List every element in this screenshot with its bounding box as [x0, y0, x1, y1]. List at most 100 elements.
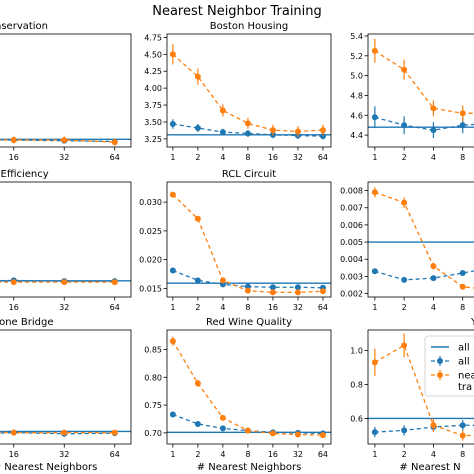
data-point-nearest — [244, 427, 251, 434]
axes-frame — [0, 33, 132, 148]
y-tick-label: 3.75 — [144, 101, 162, 110]
plot-area — [368, 187, 474, 290]
data-point-all — [269, 284, 276, 291]
data-point-nearest — [319, 127, 326, 134]
y-tick-label: 3.50 — [144, 118, 162, 127]
panel-title: RCL Circuit — [222, 169, 276, 180]
x-tick-label: 8 — [460, 153, 465, 162]
data-point-all — [319, 133, 326, 140]
x-tick-label: 32 — [59, 303, 69, 312]
x-tick-label: 4 — [431, 303, 436, 312]
x-tick-label: 16 — [268, 450, 278, 459]
data-point-nearest — [169, 51, 176, 58]
y-tick-label: 1.0 — [350, 346, 363, 355]
data-point-nearest — [319, 432, 326, 439]
data-point-nearest — [244, 120, 251, 127]
data-point-all — [169, 411, 176, 418]
series-line-all — [0, 139, 115, 143]
legend-label: all — [458, 343, 470, 354]
x-tick-label: 64 — [318, 303, 328, 312]
panel-title: Yacht Hydrod — [470, 317, 474, 328]
data-point-nearest — [194, 73, 201, 80]
data-point-nearest — [61, 137, 68, 144]
y-tick-label: 3.25 — [144, 135, 162, 144]
y-tick-label: 5.2 — [350, 52, 363, 61]
axes-frame — [166, 33, 332, 148]
y-tick-label: 0.008 — [340, 187, 363, 196]
data-point-nearest — [459, 283, 466, 290]
series-line-all — [374, 270, 474, 281]
y-tick-label: 0.007 — [340, 204, 363, 213]
plot-area — [368, 38, 474, 139]
plot-area — [167, 336, 331, 439]
axes-frame — [166, 181, 332, 298]
panel-title: Boston Housing — [210, 21, 288, 32]
data-point-nearest — [269, 289, 276, 296]
x-axis-label: # Nearest N — [399, 462, 460, 473]
data-point-nearest — [10, 137, 17, 144]
data-point-all — [244, 130, 251, 137]
data-point-nearest — [430, 422, 437, 429]
data-point-nearest — [244, 287, 251, 294]
series-line-nearest — [0, 139, 115, 143]
data-point-all — [194, 125, 201, 132]
data-point-nearest — [269, 127, 276, 134]
y-tick-label: 5.0 — [350, 72, 363, 81]
x-tick-label: 8 — [460, 303, 465, 312]
series-line-nearest — [374, 50, 474, 114]
x-tick-label: 32 — [293, 153, 303, 162]
legend-label: tra — [458, 382, 472, 393]
y-tick-label: 4.6 — [350, 111, 363, 120]
series-line-nearest — [172, 194, 323, 294]
panel-title: Bio Conservation — [0, 21, 48, 32]
x-axis-label: # Nearest Neighbors — [0, 462, 97, 473]
x-axis-label: # Nearest Neighbors — [197, 462, 302, 473]
data-point-nearest — [459, 432, 466, 439]
legend-label: all — [458, 357, 470, 368]
data-point-nearest — [319, 288, 326, 295]
x-tick-label: 1 — [372, 153, 377, 162]
x-tick-label: 32 — [293, 450, 303, 459]
data-point-nearest — [294, 431, 301, 438]
data-point-all — [401, 276, 408, 283]
data-point-nearest — [61, 279, 68, 286]
y-tick-label: 0.002 — [340, 290, 363, 299]
x-tick-label: 4 — [431, 450, 436, 459]
data-point-all — [401, 122, 408, 129]
data-point-nearest — [194, 380, 201, 387]
data-point-all — [194, 277, 201, 284]
data-point-nearest — [219, 414, 226, 421]
data-point-nearest — [10, 429, 17, 436]
y-tick-label: 4.50 — [144, 50, 162, 59]
data-point-all — [194, 420, 201, 427]
y-tick-label: 0.70 — [144, 429, 162, 438]
x-tick-label: 1 — [372, 450, 377, 459]
plot-area — [0, 136, 131, 146]
panel-title: Wheatstone Bridge — [0, 317, 53, 328]
y-tick-label: 4.75 — [144, 33, 162, 42]
x-tick-label: 16 — [268, 153, 278, 162]
data-point-all — [430, 275, 437, 282]
chart-panel-0: Bio Conservation48163264 — [0, 21, 132, 162]
x-tick-label: 2 — [402, 153, 407, 162]
x-tick-label: 1 — [170, 303, 175, 312]
x-tick-label: 64 — [110, 153, 120, 162]
x-tick-label: 4 — [220, 153, 225, 162]
data-point-all — [459, 122, 466, 129]
y-tick-label: 4.4 — [350, 131, 363, 140]
legend-box — [424, 335, 474, 397]
plot-area — [0, 429, 131, 437]
x-tick-label: 4 — [431, 153, 436, 162]
x-tick-label: 16 — [9, 450, 19, 459]
x-tick-label: 1 — [170, 450, 175, 459]
y-tick-label: 0.8 — [350, 380, 363, 389]
chart-panel-7: Red Wine Quality 1 2 4 8 16 32 64 0.70 0.75 0.80 0.… — [144, 317, 332, 473]
x-tick-label: 64 — [318, 450, 328, 459]
x-tick-label: 2 — [402, 303, 407, 312]
panel-title: Red Wine Quality — [206, 317, 292, 328]
data-point-nearest — [111, 139, 118, 146]
y-tick-label: 4.8 — [350, 91, 363, 100]
x-tick-label: 16 — [9, 153, 19, 162]
plot-area — [0, 277, 131, 286]
data-point-nearest — [401, 66, 408, 73]
